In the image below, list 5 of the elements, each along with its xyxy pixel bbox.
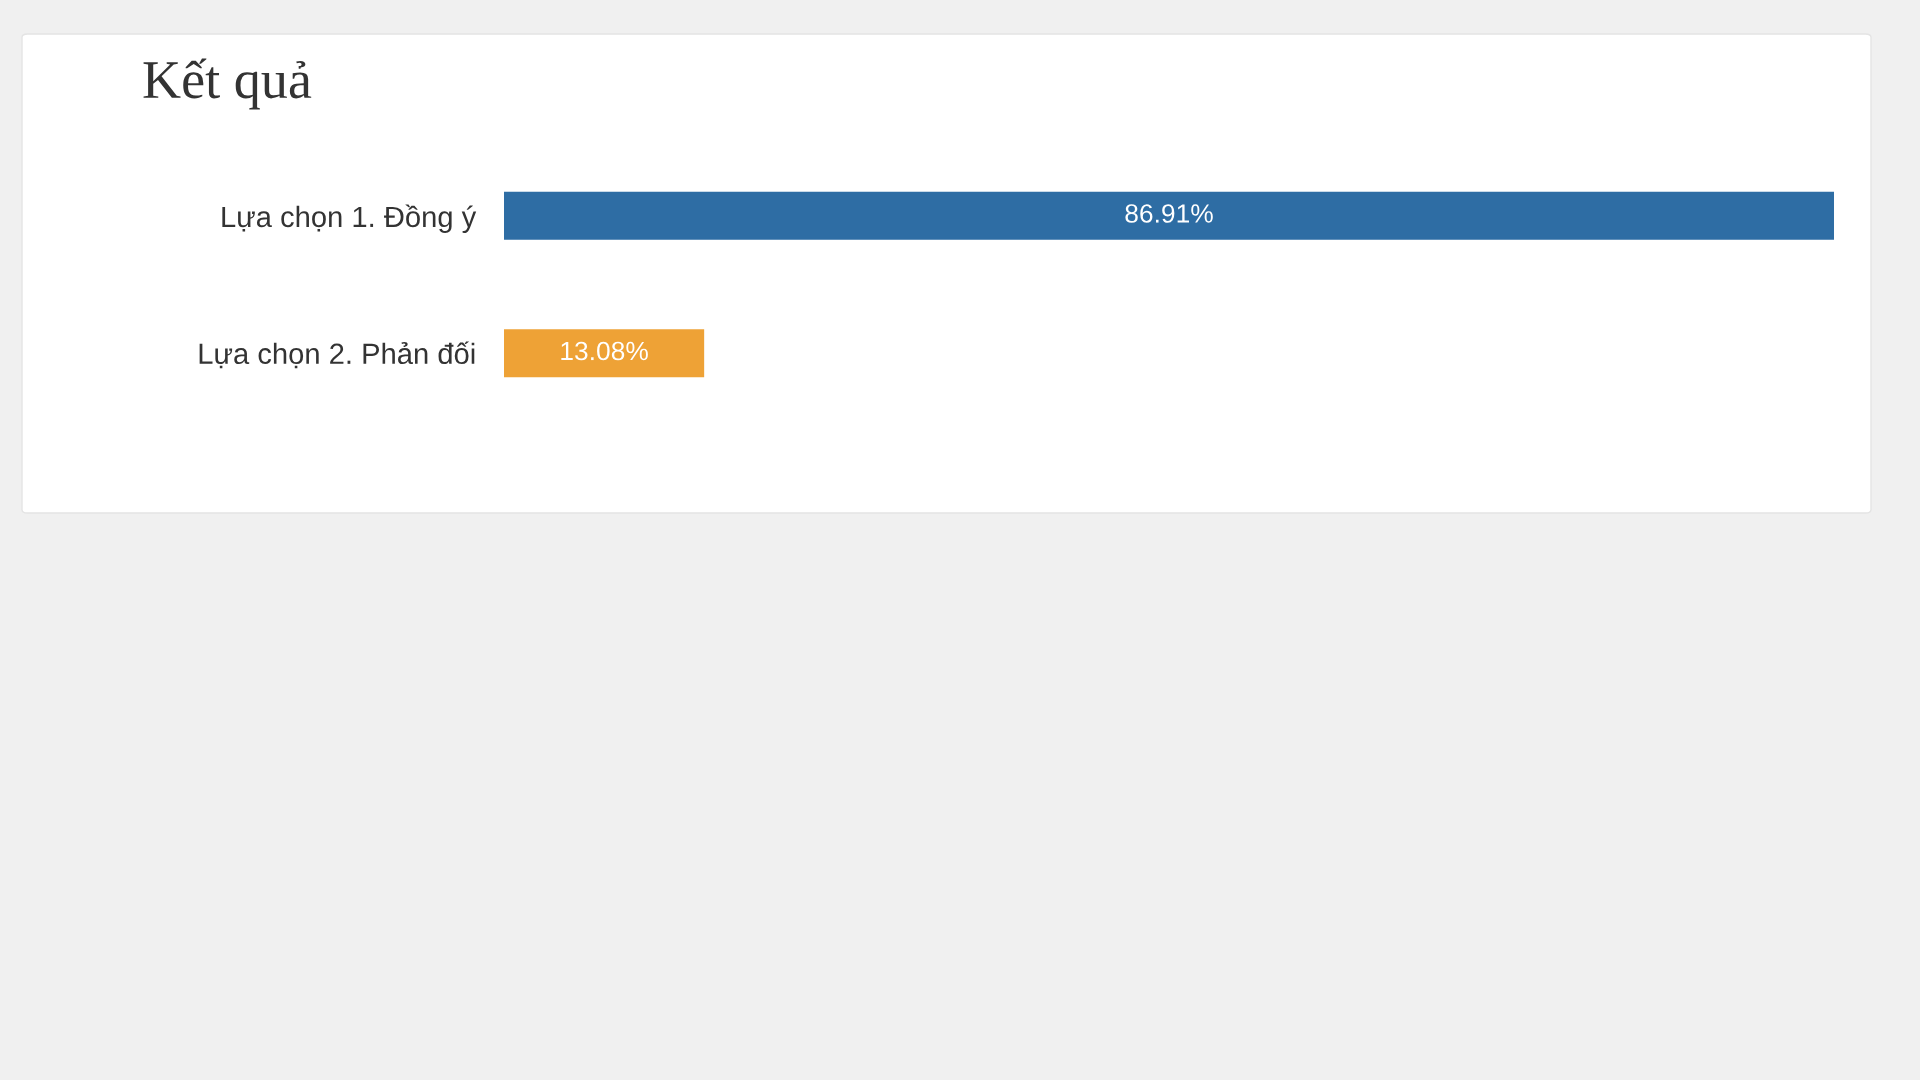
chart-title: Kết quả	[143, 58, 312, 110]
data-label: 13.08%	[561, 341, 648, 361]
data-label: 86.91%	[1125, 204, 1213, 223]
y-tick-label: Lựa chọn 2. Phản đối	[199, 341, 475, 369]
y-tick-label: Lựa chọn 1. Đồng ý	[222, 204, 477, 234]
